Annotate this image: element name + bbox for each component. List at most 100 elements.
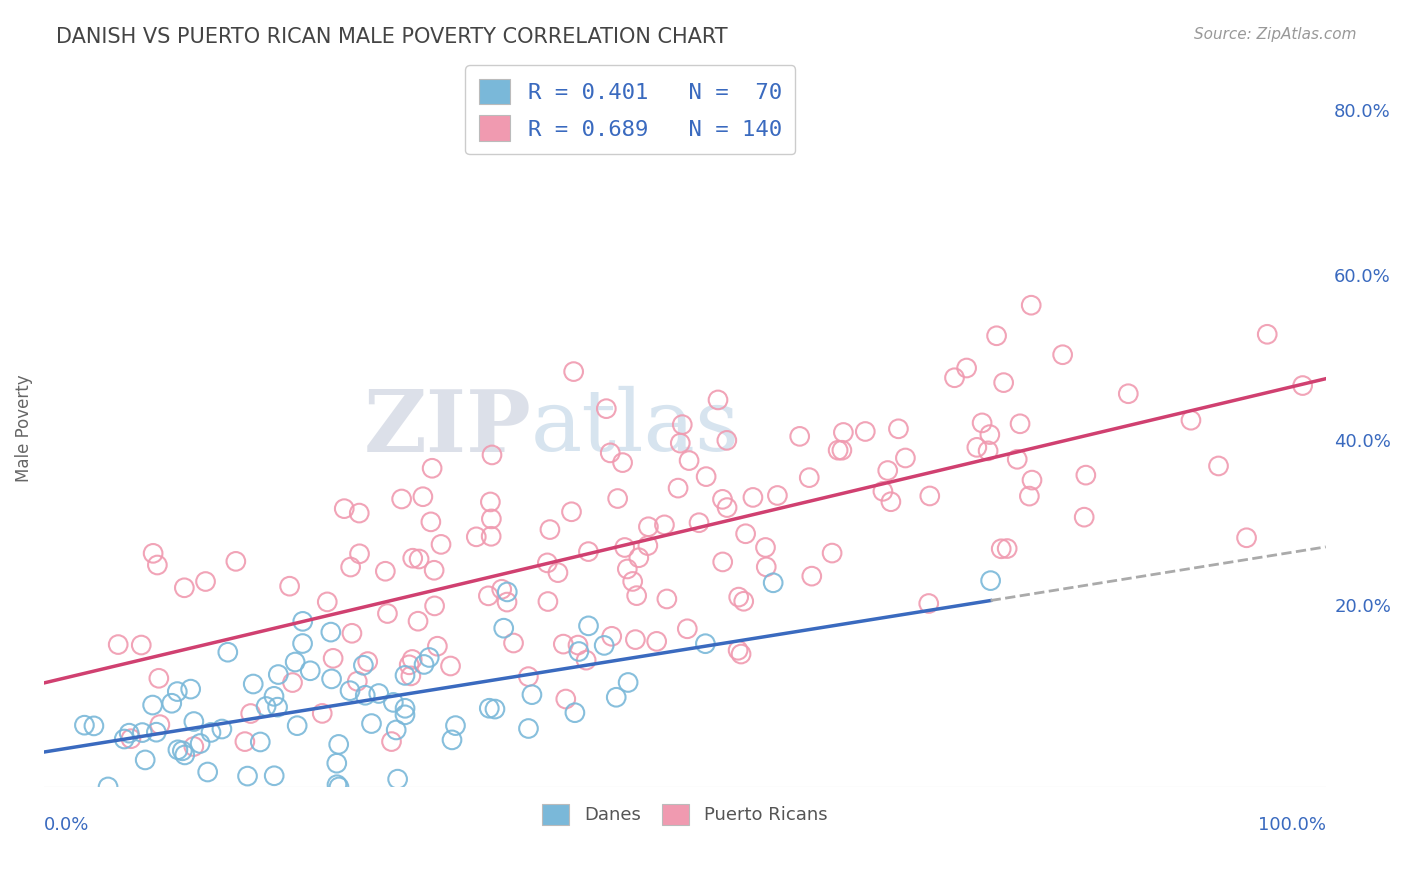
Point [479, 495, 502, 509]
Point [423, 563, 446, 577]
Point [943, 370, 966, 384]
Point [1005, 452, 1028, 467]
Point [180, 682, 202, 697]
Text: ZIP: ZIP [363, 385, 531, 470]
Point [242, 677, 264, 691]
Point [326, 778, 349, 792]
Point [517, 722, 540, 736]
Point [321, 672, 343, 686]
Point [789, 429, 811, 443]
Point [319, 625, 342, 640]
Point [1292, 378, 1315, 392]
Point [239, 706, 262, 721]
Point [73, 718, 96, 732]
Point [742, 491, 765, 505]
Point [517, 670, 540, 684]
Point [626, 589, 648, 603]
Point [444, 718, 467, 732]
Point [734, 526, 756, 541]
Point [149, 717, 172, 731]
Point [142, 546, 165, 560]
Point [118, 726, 141, 740]
Point [481, 448, 503, 462]
Point [211, 722, 233, 736]
Point [876, 463, 898, 477]
Point [1236, 531, 1258, 545]
Point [537, 594, 560, 608]
Point [1018, 489, 1040, 503]
Point [872, 484, 894, 499]
Point [688, 516, 710, 530]
Point [423, 599, 446, 613]
Point [755, 560, 778, 574]
Point [284, 655, 307, 669]
Point [236, 769, 259, 783]
Point [194, 574, 217, 589]
Point [479, 529, 502, 543]
Point [568, 644, 591, 658]
Point [352, 658, 374, 673]
Point [398, 657, 420, 672]
Point [727, 643, 749, 657]
Point [821, 546, 844, 560]
Point [167, 743, 190, 757]
Point [340, 626, 363, 640]
Point [440, 732, 463, 747]
Point [402, 551, 425, 566]
Point [887, 422, 910, 436]
Point [986, 328, 1008, 343]
Point [291, 636, 314, 650]
Point [183, 714, 205, 729]
Y-axis label: Male Poverty: Male Poverty [15, 374, 32, 482]
Point [217, 645, 239, 659]
Point [316, 595, 339, 609]
Point [83, 719, 105, 733]
Point [1256, 327, 1278, 342]
Point [263, 690, 285, 704]
Point [567, 638, 589, 652]
Point [575, 653, 598, 667]
Point [621, 574, 644, 589]
Point [346, 674, 368, 689]
Point [478, 701, 501, 715]
Point [605, 690, 627, 705]
Point [918, 489, 941, 503]
Point [754, 541, 776, 555]
Point [419, 515, 441, 529]
Point [354, 688, 377, 702]
Point [377, 607, 399, 621]
Point [730, 647, 752, 661]
Text: Source: ZipAtlas.com: Source: ZipAtlas.com [1194, 27, 1357, 42]
Point [593, 639, 616, 653]
Point [291, 615, 314, 629]
Point [477, 589, 499, 603]
Point [617, 675, 640, 690]
Point [484, 702, 506, 716]
Point [173, 581, 195, 595]
Point [142, 698, 165, 712]
Point [595, 401, 617, 416]
Point [894, 450, 917, 465]
Point [766, 488, 789, 502]
Point [145, 725, 167, 739]
Point [166, 684, 188, 698]
Point [328, 780, 350, 794]
Point [831, 443, 853, 458]
Point [616, 562, 638, 576]
Text: DANISH VS PUERTO RICAN MALE POVERTY CORRELATION CHART: DANISH VS PUERTO RICAN MALE POVERTY CORR… [56, 27, 728, 46]
Point [374, 564, 396, 578]
Point [716, 500, 738, 515]
Point [430, 537, 453, 551]
Point [993, 376, 1015, 390]
Point [800, 569, 823, 583]
Point [600, 629, 623, 643]
Point [502, 636, 524, 650]
Point [406, 614, 429, 628]
Point [612, 456, 634, 470]
Point [225, 554, 247, 568]
Point [418, 650, 440, 665]
Point [413, 657, 436, 672]
Point [408, 552, 430, 566]
Point [160, 696, 183, 710]
Point [970, 416, 993, 430]
